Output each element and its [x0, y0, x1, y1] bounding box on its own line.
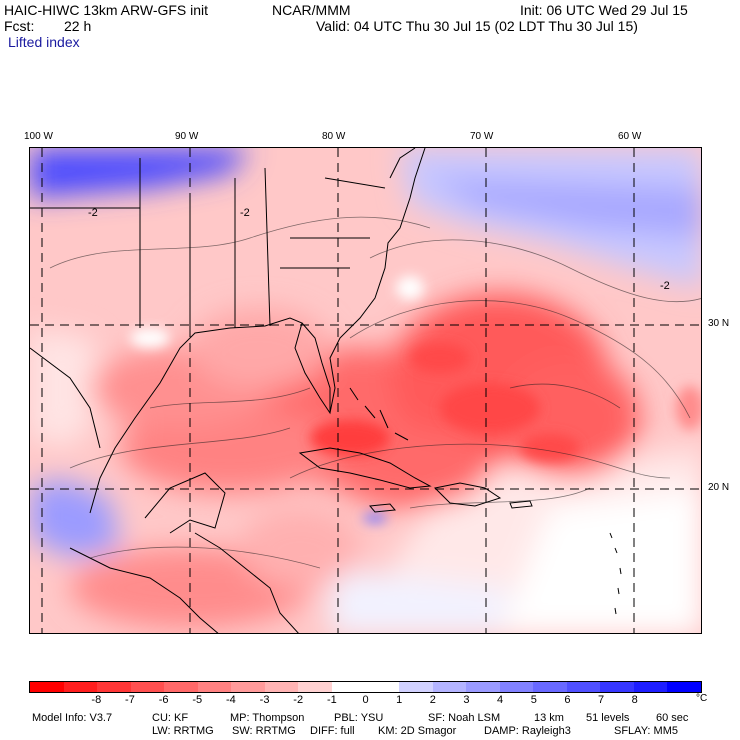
colorbar-swatch — [399, 682, 433, 692]
colorbar-tick-label: 8 — [631, 694, 638, 706]
colorbar-swatch — [466, 682, 500, 692]
damping-option: DAMP: Rayleigh3 — [484, 725, 571, 737]
colorbar-tick-label: 0 — [362, 694, 369, 706]
colorbar-swatch — [533, 682, 567, 692]
colorbar-tick-label: 4 — [497, 694, 504, 706]
colorbar-tick-label: -1 — [326, 694, 337, 706]
colorbar-tick-label: -5 — [192, 694, 203, 706]
org-label: NCAR/MMM — [272, 2, 351, 18]
colorbar-swatch — [667, 682, 701, 692]
colorbar-swatch — [30, 682, 64, 692]
colorbar-swatch — [231, 682, 265, 692]
colorbar-swatch — [566, 682, 601, 692]
colorbar-swatch — [130, 682, 165, 692]
colorbar-tick-label: 3 — [463, 694, 470, 706]
lon-label-80w: 80 W — [322, 131, 346, 142]
grid-resolution: 13 km — [534, 712, 564, 724]
colorbar-tick-label: 5 — [530, 694, 537, 706]
colorbar-swatch — [633, 682, 668, 692]
field-detail — [130, 276, 701, 523]
colorbar-swatch — [97, 682, 131, 692]
colorbar-tick-label: -6 — [158, 694, 169, 706]
colorbar-unit: °C — [696, 693, 708, 704]
colorbar-tick-label: 2 — [429, 694, 436, 706]
km-option: KM: 2D Smagor — [378, 725, 457, 737]
lon-label-90w: 90 W — [175, 131, 199, 142]
valid-time: Valid: 04 UTC Thu 30 Jul 15 (02 LDT Thu … — [316, 18, 638, 34]
colorbar-tick-label: 6 — [564, 694, 571, 706]
colorbar-swatch — [331, 682, 366, 692]
colorbar-tick-label: -7 — [125, 694, 135, 706]
forecast-hour: 22 h — [64, 18, 92, 34]
colorbar-swatch — [298, 682, 332, 692]
colorbar-swatch — [197, 682, 232, 692]
vertical-levels: 51 levels — [586, 712, 630, 724]
diffusion-option: DIFF: full — [310, 725, 355, 737]
svg-text:-2: -2 — [240, 207, 250, 219]
colorbar-swatch — [63, 682, 98, 692]
surface-layer-option: SFLAY: MM5 — [614, 725, 678, 737]
forecast-label: Fcst: — [4, 18, 35, 34]
lat-label-30n: 30 N — [708, 318, 730, 329]
colorbar-tick-label: -3 — [259, 694, 270, 706]
svg-text:-2: -2 — [660, 280, 670, 292]
lat-lon-grid — [30, 148, 701, 633]
shortwave-scheme: SW: RRTMG — [232, 725, 296, 737]
longwave-scheme: LW: RRTMG — [152, 725, 214, 737]
microphysics-scheme: MP: Thompson — [230, 712, 305, 724]
time-step: 60 sec — [656, 712, 689, 724]
colorbar-tick-label: -2 — [293, 694, 304, 706]
field-name: Lifted index — [8, 34, 80, 50]
contour-lines — [49, 216, 701, 569]
field-shading — [30, 148, 701, 633]
cumulus-scheme: CU: KF — [152, 712, 189, 724]
lon-label-70w: 70 W — [470, 131, 494, 142]
svg-text:-2: -2 — [88, 207, 98, 219]
colorbar-swatch — [499, 682, 534, 692]
model-version: Model Info: V3.7 — [32, 712, 113, 724]
colorbar-tick-label: 1 — [396, 694, 403, 706]
colorbar-swatch — [432, 682, 467, 692]
colorbar-swatch — [264, 682, 299, 692]
surface-scheme: SF: Noah LSM — [428, 712, 501, 724]
contour-labels: -2 -2 -2 — [88, 207, 670, 292]
model-title: HAIC-HIWC 13km ARW-GFS init — [4, 2, 209, 18]
colorbar-tick-label: 7 — [597, 694, 605, 706]
init-time: Init: 06 UTC Wed 29 Jul 15 — [520, 2, 688, 18]
coastlines — [30, 148, 622, 633]
lon-label-60w: 60 W — [618, 131, 642, 142]
colorbar-tick-label: -8 — [91, 694, 102, 706]
colorbar — [29, 681, 702, 693]
colorbar-swatch — [365, 682, 400, 692]
colorbar-tick-label: -4 — [226, 694, 236, 706]
map-canvas: -2 -2 -2 — [30, 148, 701, 633]
lat-label-20n: 20 N — [708, 482, 730, 493]
colorbar-swatch — [600, 682, 634, 692]
lifted-index-map: -2 -2 -2 — [29, 147, 702, 634]
lon-label-100w: 100 W — [24, 131, 53, 142]
pbl-scheme: PBL: YSU — [334, 712, 384, 724]
colorbar-swatch — [164, 682, 198, 692]
